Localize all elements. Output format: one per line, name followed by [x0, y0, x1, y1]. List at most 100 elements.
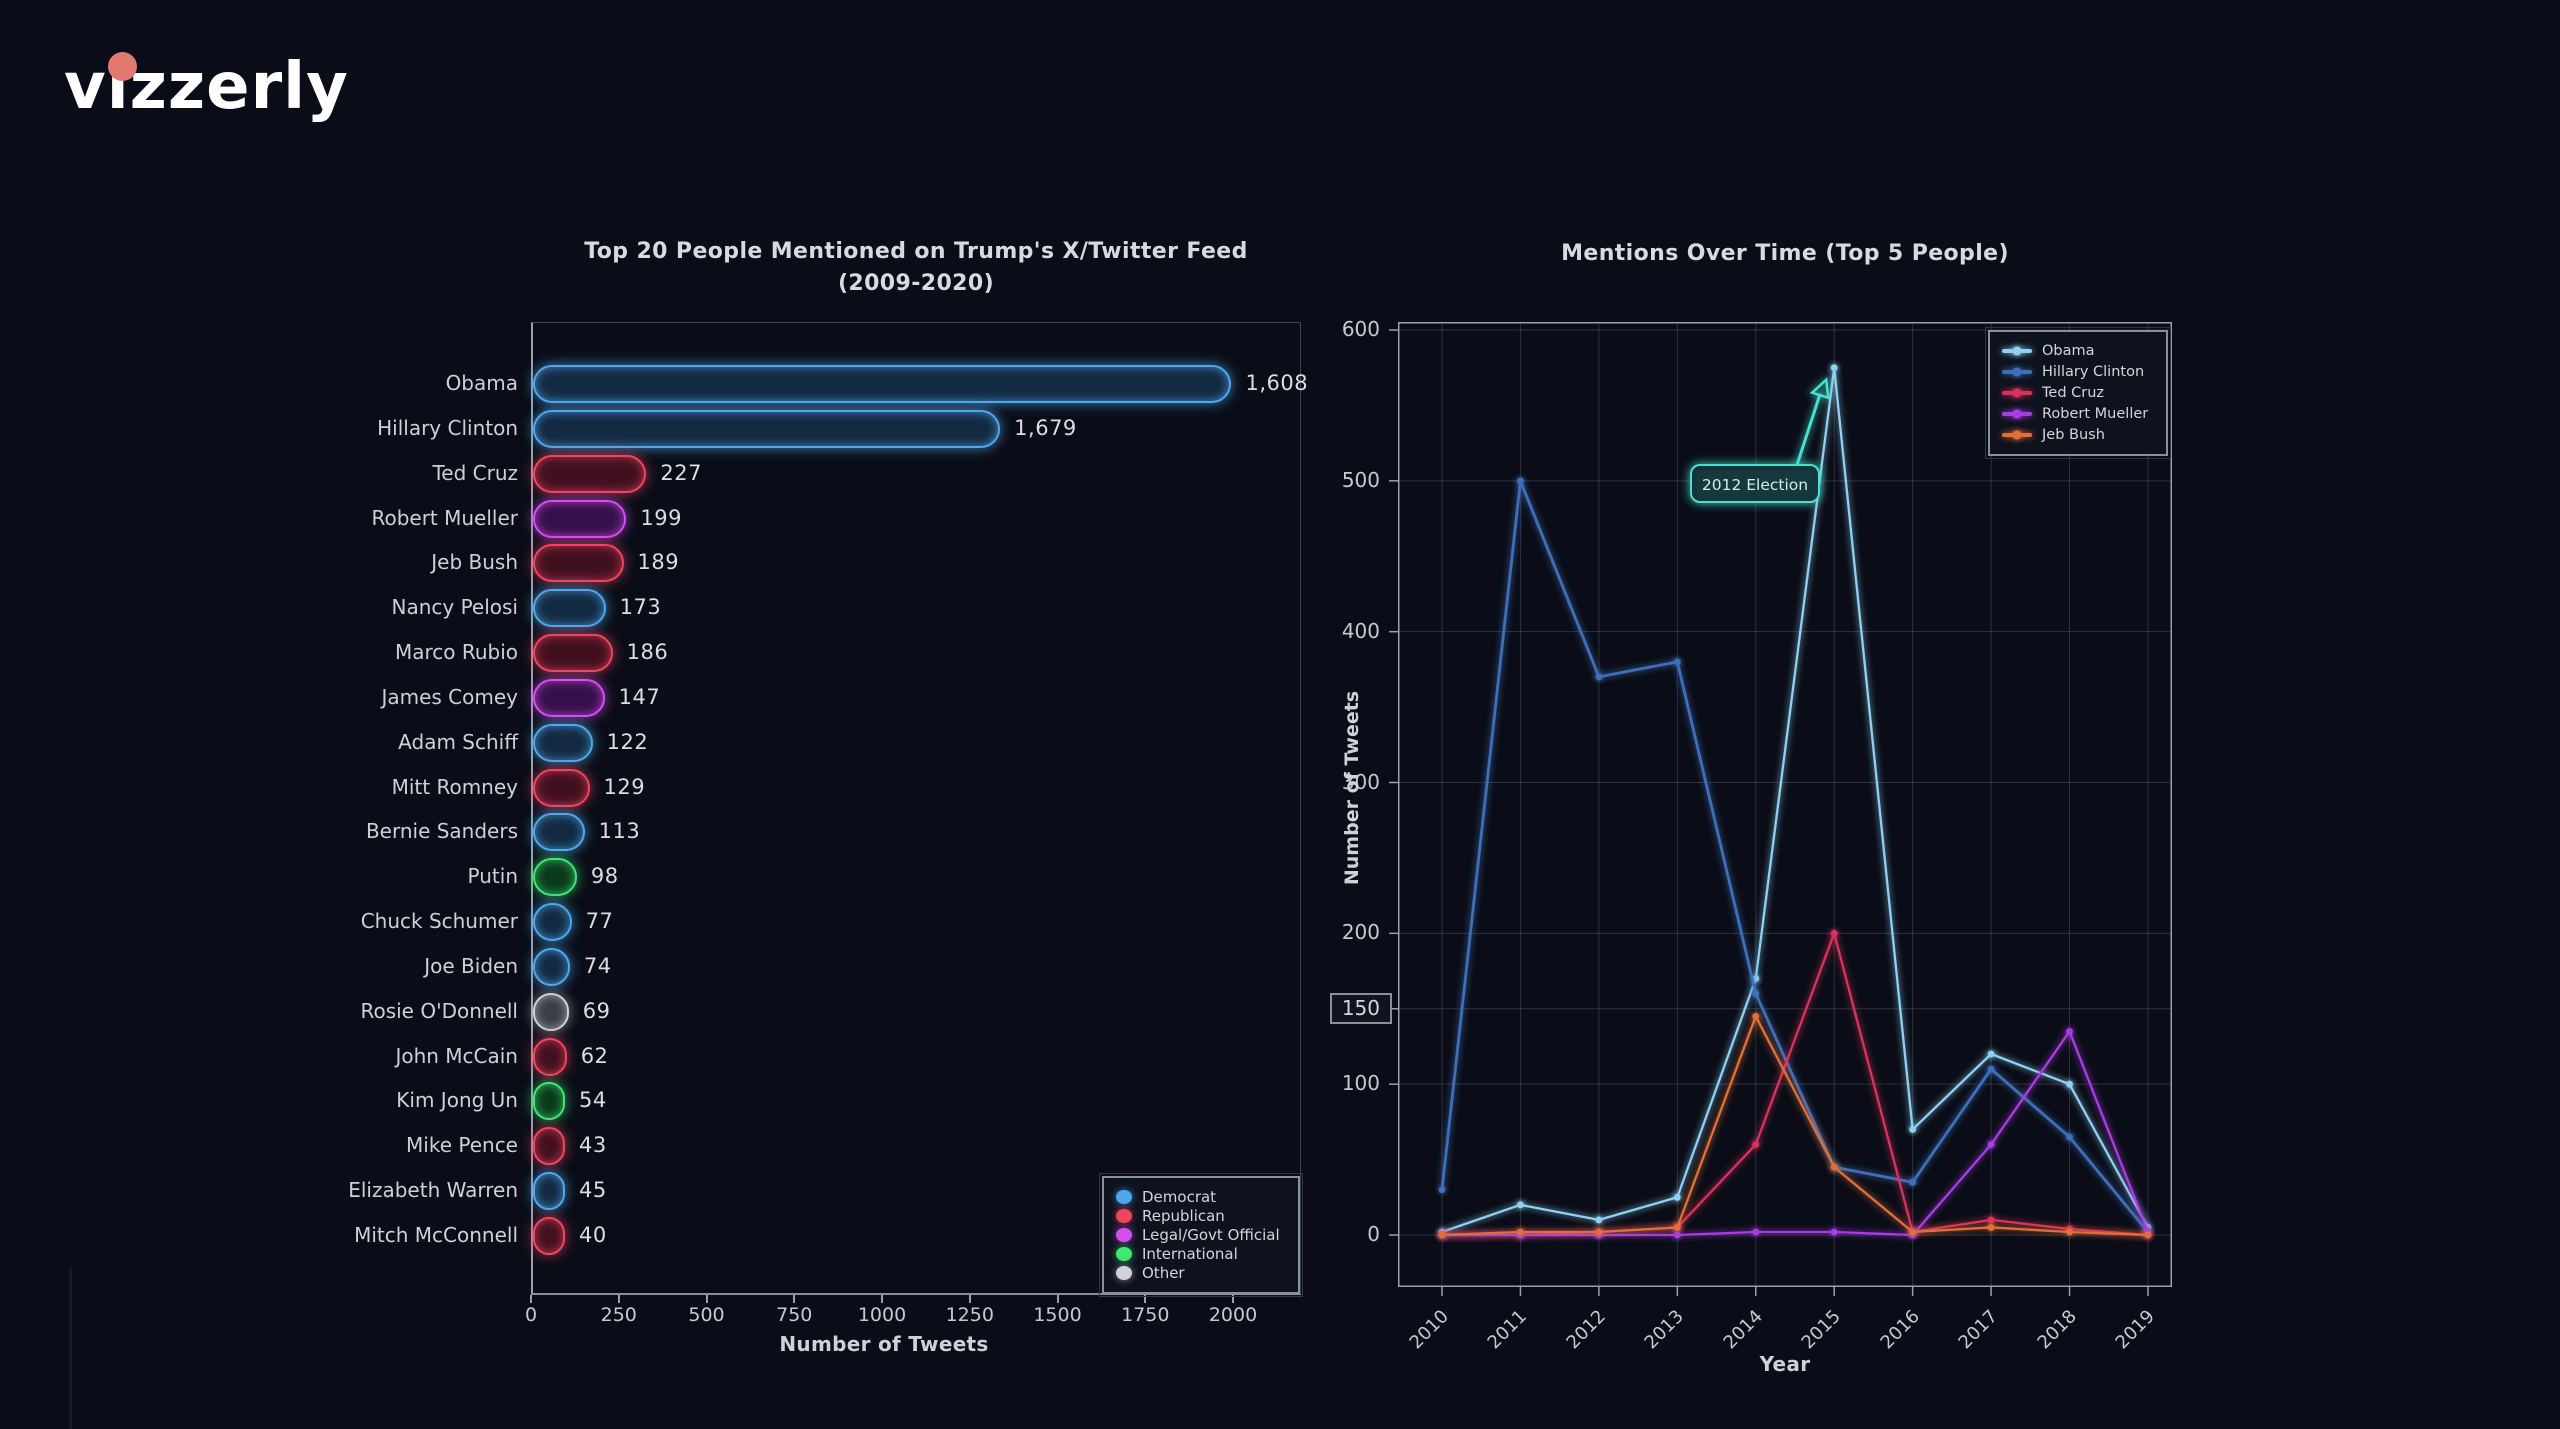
axis-tick	[793, 1295, 796, 1303]
legend-item: Robert Mueller	[2002, 406, 2154, 422]
axis-tick-label: 1750	[1121, 1304, 1170, 1326]
legend-label: Ted Cruz	[2042, 384, 2105, 401]
data-point	[1438, 1231, 1446, 1239]
data-point	[1752, 1228, 1760, 1236]
legend-line-swatch	[2002, 409, 2032, 419]
bar-value-label: 186	[626, 640, 669, 665]
data-point	[1909, 1126, 1917, 1133]
line-y-axis-label: Number of Tweets	[1341, 690, 1363, 886]
person-label: Adam Schiff	[398, 729, 518, 754]
bar-value-label: 129	[603, 774, 646, 799]
data-point	[1909, 1178, 1917, 1186]
legend-item: Obama	[2002, 343, 2154, 359]
data-point	[1987, 1216, 1995, 1224]
legend-item: Ted Cruz	[2002, 385, 2154, 401]
axis-tick	[530, 1295, 532, 1303]
data-point	[1752, 1012, 1760, 1020]
data-point	[1752, 990, 1760, 998]
data-point	[1673, 1231, 1681, 1239]
y-tick-label: 200	[1341, 920, 1380, 945]
axis-tick-label: 0	[524, 1304, 538, 1326]
international-category-icon	[1116, 1247, 1132, 1262]
person-label: Mitch McConnell	[354, 1222, 518, 1247]
bar-value-label: 40	[579, 1222, 607, 1247]
person-label: Mike Pence	[406, 1133, 518, 1158]
bar-value-label: 113	[598, 819, 641, 844]
axis-tick-label: 1500	[1033, 1304, 1082, 1326]
person-label: Nancy Pelosi	[391, 595, 518, 620]
bar-value-label: 1,679	[1014, 415, 1077, 440]
y-tick-label: 600	[1341, 317, 1380, 341]
legend-item: Republican	[1116, 1207, 1286, 1225]
legend-item: Legal/Govt Official	[1116, 1226, 1286, 1244]
mention-bar	[533, 1216, 565, 1255]
mention-bar	[533, 454, 647, 493]
data-point	[1752, 975, 1760, 982]
axis-tick-label: 1000	[857, 1304, 907, 1326]
bar-plot-area	[531, 322, 1301, 1295]
data-point	[1987, 1141, 1995, 1148]
person-label: Marco Rubio	[394, 640, 518, 665]
legend-label: Democrat	[1142, 1187, 1217, 1206]
person-label: Robert Mueller	[371, 505, 518, 530]
data-point	[1517, 1228, 1524, 1236]
axis-tick	[1056, 1295, 1059, 1303]
axis-tick-label: 1250	[945, 1304, 994, 1326]
annotation-box	[1690, 464, 1820, 503]
axis-tick	[705, 1295, 708, 1303]
bar-legend: Democrat Republican Legal/Govt Official Int…	[1099, 1173, 1303, 1297]
mention-bar	[533, 858, 577, 897]
bar-x-axis-label: Number of Tweets	[779, 1332, 989, 1356]
mention-bar	[533, 589, 606, 628]
y-tick-label: 0	[1367, 1222, 1380, 1246]
axis-tick	[1232, 1295, 1234, 1303]
person-label: Bernie Sanders	[365, 819, 518, 844]
plot-frame	[1398, 322, 2172, 1287]
data-point	[1987, 1224, 1995, 1231]
bar-chart-title-line1: Top 20 People Mentioned on Trump's X/Twi…	[584, 239, 1248, 264]
legend-label: Hillary Clinton	[2042, 364, 2145, 381]
mention-bar	[533, 634, 613, 673]
mention-bar	[533, 768, 590, 807]
y-tick-label: 500	[1341, 467, 1380, 492]
bar-value-label: 74	[583, 953, 612, 978]
bar-value-label: 173	[619, 595, 662, 620]
series-line	[1441, 366, 2149, 1234]
axis-tick	[1144, 1295, 1147, 1303]
annotation-text: 2012 Election	[1702, 476, 1808, 494]
legend-line-swatch	[2002, 388, 2032, 398]
person-label: Mitt Romney	[391, 774, 518, 799]
bar-value-label: 98	[590, 864, 619, 889]
bar-value-label: 1,608	[1245, 371, 1309, 395]
legend-line-swatch	[2002, 367, 2032, 377]
bar-chart-title: Top 20 People Mentioned on Trump's X/Twi…	[531, 236, 1301, 300]
bar-chart-title-line2: (2009-2020)	[837, 270, 995, 296]
axis-tick	[968, 1295, 971, 1303]
data-point	[1673, 1224, 1681, 1231]
other-category-icon	[1116, 1266, 1132, 1281]
app-logo: vizzerly	[64, 50, 349, 124]
data-point	[1595, 1228, 1603, 1236]
legend-label: Other	[1142, 1264, 1185, 1283]
bar-value-label: 122	[606, 729, 649, 754]
mention-bar	[533, 992, 569, 1031]
stray-vertical-line	[69, 1268, 72, 1429]
democrat-category-icon	[1116, 1189, 1132, 1204]
annotation-arrow	[1794, 393, 1822, 469]
data-point	[2066, 1027, 2073, 1035]
person-label: Rosie O'Donnell	[360, 998, 518, 1023]
bar-value-label: 69	[582, 998, 611, 1023]
axis-tick-label: 750	[776, 1304, 813, 1326]
annotation-arrowhead	[1809, 377, 1830, 400]
person-label: Obama	[445, 371, 518, 395]
legend-line-swatch	[2002, 430, 2032, 440]
data-point	[2066, 1080, 2073, 1088]
legend-label: Obama	[2042, 343, 2095, 360]
person-label: Ted Cruz	[432, 460, 518, 485]
data-point	[2066, 1228, 2073, 1236]
mention-bar	[533, 499, 627, 538]
y-tick-label: 100	[1341, 1071, 1380, 1096]
legend-item: Hillary Clinton	[2002, 364, 2154, 380]
person-label: Kim Jong Un	[396, 1088, 518, 1113]
series-line	[1442, 1030, 2150, 1237]
